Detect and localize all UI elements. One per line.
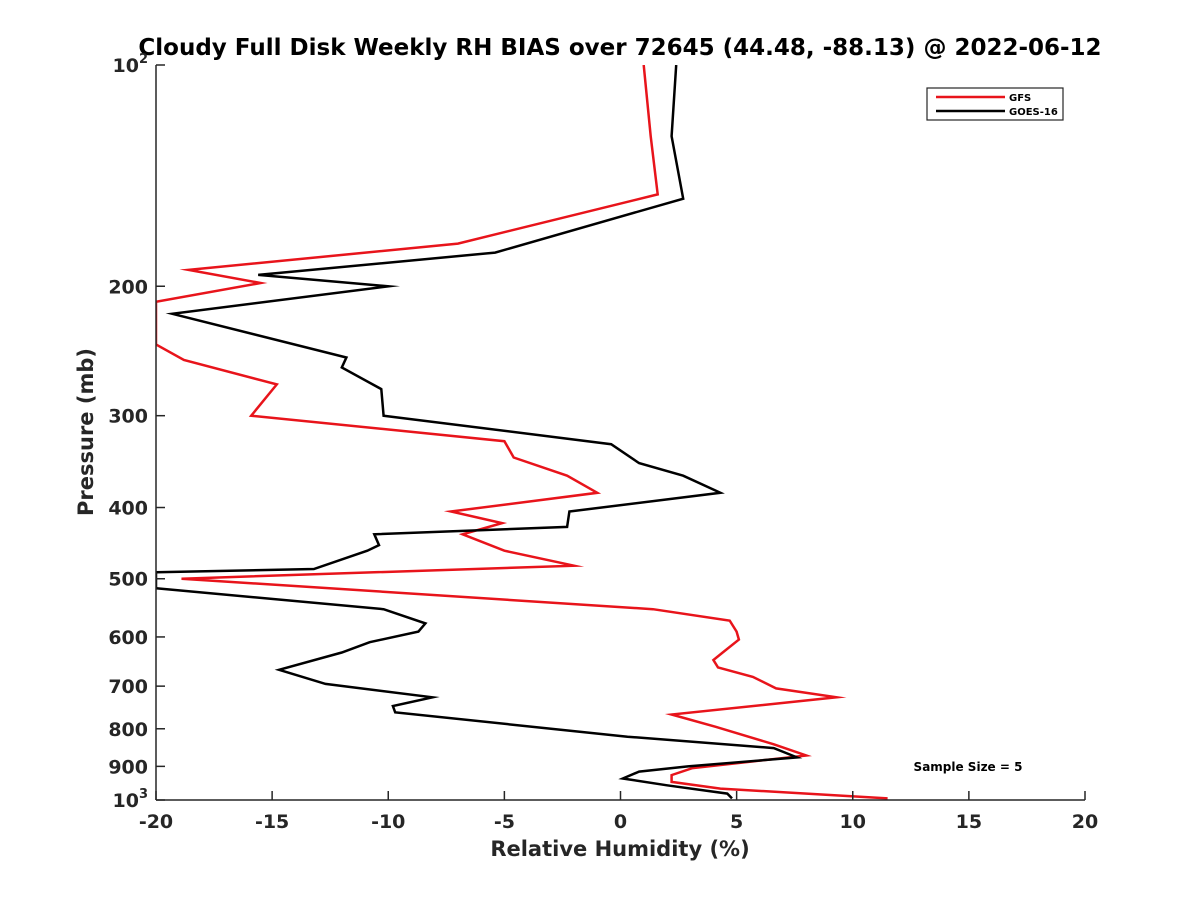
chart-title: Cloudy Full Disk Weekly RH BIAS over 726… [138, 35, 1101, 61]
x-axis-title: Relative Humidity (%) [490, 837, 749, 861]
x-tick-label: -15 [255, 811, 289, 833]
y-axis-title: Pressure (mb) [74, 348, 98, 516]
legend-box [926, 87, 1064, 121]
x-tick-label: 10 [840, 811, 866, 833]
x-tick-label: 20 [1072, 811, 1098, 833]
plot-background [156, 65, 1085, 800]
y-tick-label: 200 [108, 276, 148, 298]
series-line-gfs [156, 65, 888, 800]
series-layer [156, 65, 888, 800]
y-tick-label: 103 [113, 787, 149, 812]
x-tick-label: 5 [730, 811, 743, 833]
y-tick-label: 500 [108, 569, 148, 591]
sample-size-annotation: Sample Size = 5 [914, 760, 1023, 774]
y-tick-label-exponent: 3 [139, 787, 148, 802]
y-tick-label: 300 [108, 406, 148, 428]
series-line-goes-16 [156, 65, 803, 800]
legend: GFS GOES-16 [926, 87, 1064, 121]
y-tick-label-exponent: 2 [139, 52, 148, 67]
y-tick-label: 700 [108, 676, 148, 698]
y-tick-label: 600 [108, 627, 148, 649]
x-tick-label: 15 [956, 811, 982, 833]
x-tick-label: -10 [371, 811, 405, 833]
y-tick-label: 800 [108, 719, 148, 741]
legend-label: GFS [1009, 93, 1031, 104]
y-tick-label-base: 10 [113, 790, 139, 812]
x-tick-label: 0 [614, 811, 627, 833]
axes-layer: -20 -15 -10 -5 0 5 10 15 20102200300400500600700… [108, 52, 1098, 833]
x-tick-label: -20 [139, 811, 173, 833]
y-tick-label: 400 [108, 498, 148, 520]
y-tick-label: 900 [108, 756, 148, 778]
legend-label: GOES-16 [1009, 107, 1058, 118]
x-tick-label: -5 [494, 811, 515, 833]
y-tick-label-base: 10 [113, 55, 139, 77]
plot-area [156, 65, 1085, 800]
series-group [156, 65, 888, 800]
y-tick-label: 102 [113, 52, 149, 77]
